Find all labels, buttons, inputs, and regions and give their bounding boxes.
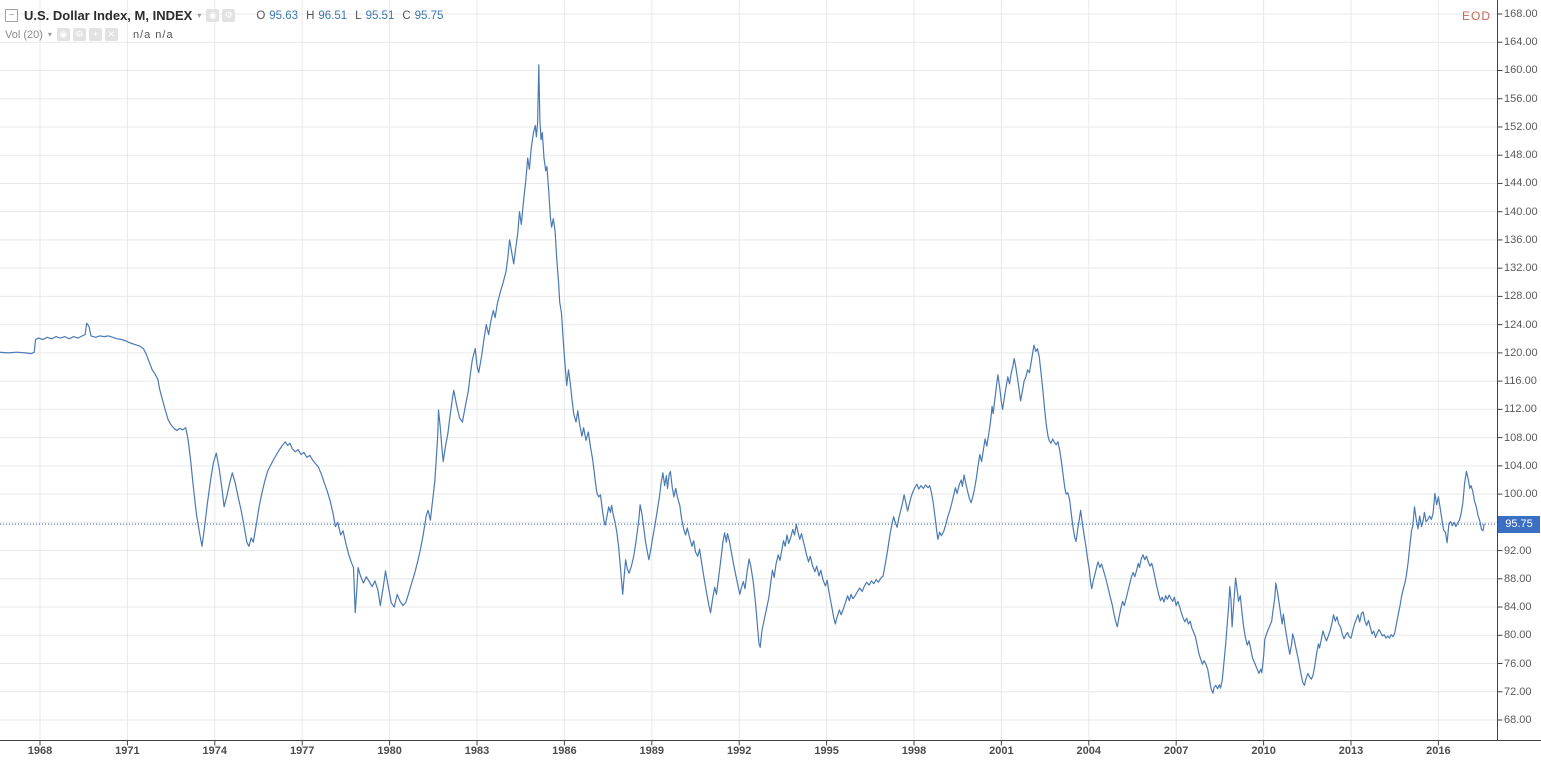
time-tick-label: 1989 [639,745,665,757]
time-tick-label: 1980 [377,745,402,757]
price-tick-label: 92.00 [1504,544,1532,557]
time-tick-label: 1971 [115,745,140,757]
study-values: n/a n/a [132,28,174,41]
price-tick-label: 140.00 [1504,205,1538,218]
price-tick-label: 112.00 [1504,403,1537,416]
price-tick-label: 116.00 [1504,375,1537,388]
high-label: H [306,9,315,22]
price-line-series [0,64,1485,694]
series-icon-group: ◉ ⚙ [206,9,238,22]
price-tick-label: 160.00 [1504,64,1538,77]
plus-icon[interactable]: + [88,28,102,41]
time-tick-label: 2013 [1338,745,1364,757]
time-tick-label: 2001 [989,745,1014,757]
time-tick-label: 1977 [289,745,315,757]
close-icon[interactable]: ✕ [104,28,118,41]
study-icon-group: ◉ ⚙ + ✕ [56,28,121,41]
eod-badge: EOD [1462,9,1492,23]
price-tick-label: 128.00 [1504,290,1538,303]
chevron-down-icon[interactable]: ▾ [47,30,52,39]
last-price-value: 95.75 [1505,518,1533,531]
time-tick-label: 2004 [1076,745,1102,757]
high-value: 96.51 [318,9,348,22]
price-tick-label: 88.00 [1504,572,1532,585]
price-tick-label: 68.00 [1504,714,1532,726]
low-label: L [355,9,362,22]
price-tick-label: 144.00 [1504,177,1538,190]
price-tick-label: 148.00 [1504,149,1538,162]
price-tick-label: 120.00 [1504,346,1538,359]
open-label: O [256,9,266,22]
time-tick-label: 1968 [27,745,53,757]
close-value: 95.75 [414,9,444,22]
gear-icon[interactable]: ⚙ [72,28,86,41]
price-tick-label: 136.00 [1504,233,1538,246]
time-tick-label: 1983 [464,745,490,757]
price-tick-label: 100.00 [1504,488,1538,501]
low-value: 95.51 [365,9,395,22]
chevron-down-icon[interactable]: ▾ [197,11,202,20]
time-tick-label: 2016 [1426,745,1451,757]
ohlc-readout: O 95.63 H 96.51 L 95.51 C 95.75 [248,10,443,22]
study-legend-row: Vol (20) ▾ ◉ ⚙ + ✕ n/a n/a [5,25,443,44]
price-tick-label: 124.00 [1504,318,1538,331]
price-tick-label: 72.00 [1504,685,1532,698]
close-label: C [402,9,411,22]
study-title[interactable]: Vol (20) [5,28,43,41]
price-tick-label: 84.00 [1504,601,1532,614]
series-title[interactable]: U.S. Dollar Index, M, INDEX [24,8,193,23]
eye-icon[interactable]: ◉ [206,9,220,22]
time-tick-label: 1992 [726,745,752,757]
gear-icon[interactable]: ⚙ [222,9,236,22]
last-price-label: 95.75 [1498,515,1540,533]
price-tick-label: 80.00 [1504,629,1532,642]
legend: − U.S. Dollar Index, M, INDEX ▾ ◉ ⚙ O 95.… [5,6,443,44]
price-tick-label: 104.00 [1504,459,1538,472]
series-legend-row: − U.S. Dollar Index, M, INDEX ▾ ◉ ⚙ O 95.… [5,6,443,25]
time-tick-label: 1986 [552,745,577,757]
price-tick-label: 108.00 [1504,431,1538,444]
price-tick-label: 164.00 [1504,36,1538,49]
price-tick-label: 156.00 [1504,92,1538,105]
price-tick-label: 168.00 [1504,8,1538,20]
time-tick-label: 2007 [1163,745,1189,757]
collapse-pane-icon[interactable]: − [5,9,18,22]
time-tick-label: 2010 [1251,745,1276,757]
time-tick-label: 1998 [901,745,927,757]
time-tick-label: 1974 [202,745,228,757]
price-tick-label: 132.00 [1504,262,1538,275]
price-tick-label: 152.00 [1504,120,1538,133]
time-tick-label: 1995 [814,745,839,757]
eye-icon[interactable]: ◉ [56,28,70,41]
open-value: 95.63 [269,9,299,22]
price-tick-label: 76.00 [1504,657,1532,670]
